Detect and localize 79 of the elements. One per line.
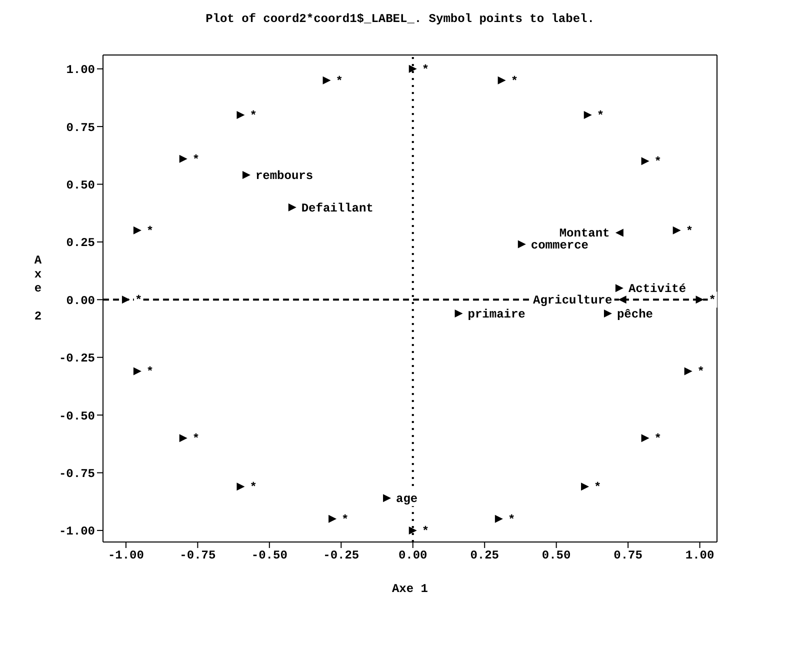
point bbox=[498, 76, 506, 84]
data-label: * bbox=[336, 74, 343, 88]
data-label: Agriculture bbox=[533, 294, 612, 308]
x-tick-label: -0.75 bbox=[180, 548, 216, 563]
point bbox=[696, 296, 704, 304]
data-label: * bbox=[508, 512, 516, 527]
data-label: * bbox=[708, 294, 716, 308]
data-label: * bbox=[654, 155, 662, 170]
y-tick-label: 0.25 bbox=[66, 236, 95, 250]
point bbox=[322, 76, 331, 84]
data-label: * bbox=[146, 224, 154, 238]
data-label: Defaillant bbox=[301, 201, 374, 216]
x-tick-label: 0.25 bbox=[470, 548, 500, 563]
point bbox=[179, 154, 188, 163]
data-label: * bbox=[134, 294, 142, 308]
point bbox=[236, 482, 245, 491]
data-label: * bbox=[686, 224, 694, 238]
point bbox=[454, 310, 463, 318]
x-tick-label: 0.00 bbox=[398, 548, 428, 563]
y-tick-label: -0.50 bbox=[58, 409, 95, 424]
x-axis-title: Axe 1 bbox=[392, 582, 428, 596]
point bbox=[133, 367, 142, 376]
data-label: Activité bbox=[628, 282, 686, 296]
data-label: * bbox=[510, 74, 518, 88]
point bbox=[641, 434, 650, 442]
data-label: * bbox=[192, 152, 200, 167]
y-tick-label: 0.50 bbox=[66, 178, 95, 193]
point bbox=[383, 494, 392, 502]
x-tick-label: 0.75 bbox=[614, 548, 642, 563]
data-label: rembours bbox=[255, 169, 314, 184]
data-label: Montant bbox=[559, 226, 610, 241]
y-tick-label: 0.00 bbox=[66, 294, 95, 308]
x-tick-label: -0.25 bbox=[323, 548, 360, 563]
point bbox=[615, 284, 624, 292]
x-tick-label: -0.50 bbox=[251, 548, 288, 563]
point bbox=[641, 157, 650, 166]
data-label: * bbox=[594, 480, 602, 495]
point bbox=[494, 514, 503, 523]
x-tick-label: 0.50 bbox=[542, 548, 571, 563]
point bbox=[236, 111, 245, 120]
point bbox=[684, 367, 692, 376]
data-label: primaire bbox=[468, 308, 526, 322]
data-label: * bbox=[422, 62, 430, 77]
point bbox=[518, 240, 526, 248]
x-tick-label: -1.00 bbox=[108, 548, 144, 563]
data-label: * bbox=[250, 480, 257, 495]
point bbox=[615, 228, 624, 237]
y-tick-label: -0.25 bbox=[58, 352, 95, 366]
data-label: * bbox=[192, 432, 200, 446]
x-tick-label: 1.00 bbox=[685, 548, 714, 563]
y-tick-label: -0.75 bbox=[58, 467, 95, 482]
point bbox=[408, 526, 417, 534]
data-label: * bbox=[697, 365, 705, 380]
chart-title: Plot of coord2*coord1$_LABEL_. Symbol points to label. bbox=[204, 11, 596, 28]
data-label: * bbox=[654, 432, 662, 446]
y-tick-label: 1.00 bbox=[66, 63, 95, 78]
point bbox=[328, 514, 337, 523]
point bbox=[122, 296, 130, 304]
point bbox=[288, 203, 296, 212]
data-label: * bbox=[422, 524, 430, 538]
y-axis-title: Axe 2 bbox=[34, 254, 42, 324]
point bbox=[672, 226, 681, 234]
data-label: * bbox=[250, 109, 257, 124]
y-tick-label: 0.75 bbox=[66, 120, 95, 135]
point bbox=[581, 482, 590, 491]
data-label: * bbox=[146, 365, 154, 380]
data-label: * bbox=[596, 109, 604, 124]
data-label: age bbox=[396, 492, 418, 506]
point bbox=[584, 111, 592, 120]
data-label: commerce bbox=[530, 238, 589, 252]
point bbox=[618, 296, 626, 304]
point bbox=[179, 434, 188, 442]
point bbox=[242, 171, 250, 180]
point bbox=[604, 310, 612, 318]
data-label: pêche bbox=[616, 308, 653, 322]
point bbox=[133, 226, 142, 234]
data-label: * bbox=[342, 512, 349, 527]
y-tick-label: -1.00 bbox=[58, 524, 95, 539]
point bbox=[408, 64, 417, 73]
